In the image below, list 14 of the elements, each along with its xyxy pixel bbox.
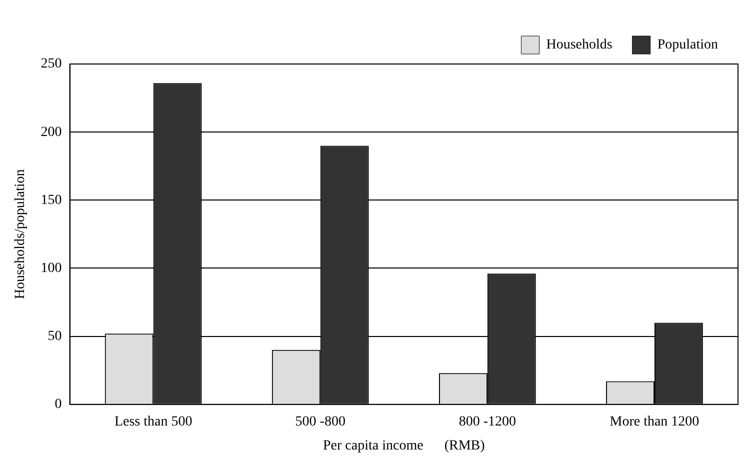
- y-tick-label: 150: [40, 192, 62, 208]
- y-axis-title: Households/population: [13, 169, 28, 300]
- x-tick-label: Less than 500: [114, 414, 192, 430]
- x-tick-label: 500 -800: [295, 414, 346, 430]
- legend-label: Households: [546, 38, 612, 53]
- y-tick-label: 50: [48, 328, 62, 344]
- x-tick-label: 800 -1200: [458, 414, 516, 430]
- y-tick-label: 250: [40, 56, 62, 72]
- y-tick-label: 0: [54, 397, 62, 412]
- legend-label: Population: [657, 38, 718, 53]
- y-tick-label: 100: [40, 260, 62, 276]
- x-axis-title: Per capita income (RMB): [323, 438, 486, 454]
- x-tick-label: More than 1200: [610, 414, 700, 430]
- y-tick-label: 200: [40, 124, 62, 140]
